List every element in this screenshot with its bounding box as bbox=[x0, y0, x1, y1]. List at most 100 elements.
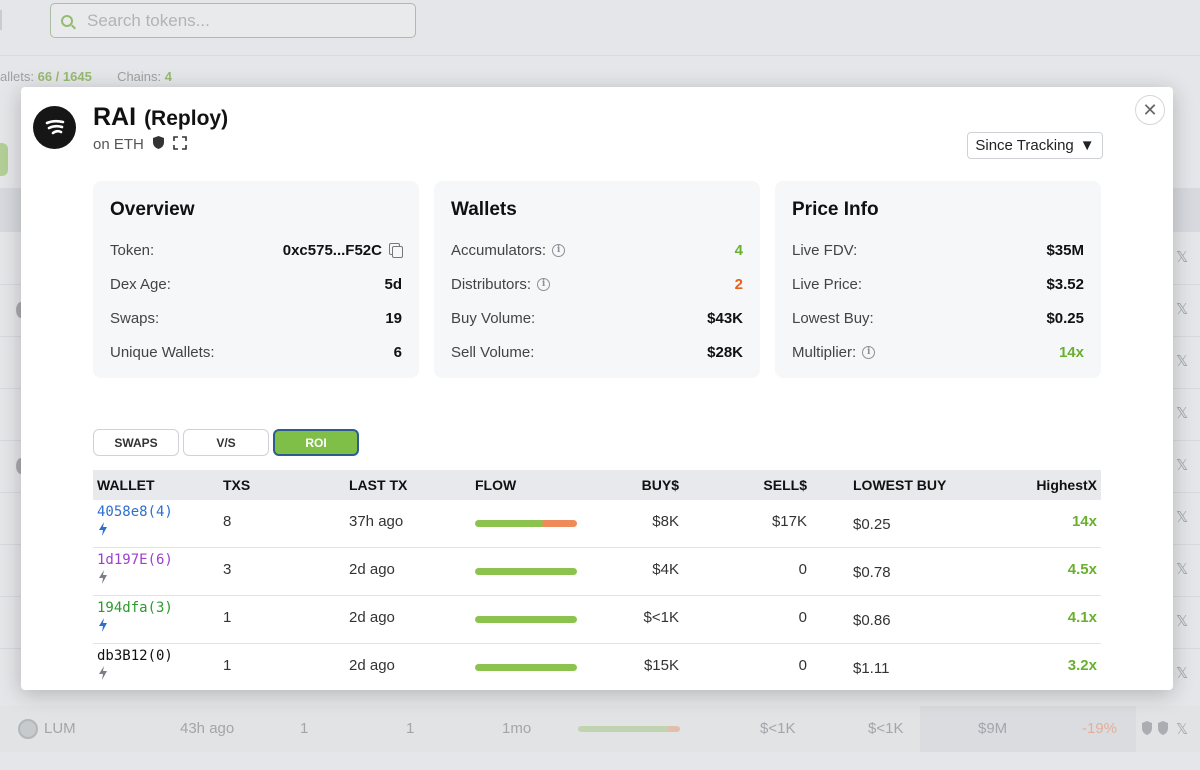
fdv-cell: $9M bbox=[978, 720, 1008, 737]
chains-stat-value: 4 bbox=[164, 69, 172, 84]
value: 14x bbox=[1058, 343, 1084, 361]
table-row[interactable]: 4058e8(4) 8 37h ago $8K $17K $0.25 14x bbox=[93, 500, 1101, 548]
card-title: Overview bbox=[110, 199, 195, 220]
top-bar bbox=[0, 0, 1200, 56]
info-icon[interactable]: i bbox=[552, 243, 566, 257]
label: Buy Volume: bbox=[451, 309, 536, 327]
token-address[interactable]: 0xc575...F52C bbox=[282, 241, 382, 259]
wallets-card: Wallets Accumulators: i 4 Distributors: i … bbox=[434, 181, 760, 378]
search-box[interactable] bbox=[50, 3, 416, 38]
sell-cell: 0 bbox=[798, 657, 807, 674]
x-icon[interactable]: 𝕏 bbox=[1176, 353, 1189, 370]
last-tx-cell: 2d ago bbox=[349, 561, 395, 578]
sell-cell: 0 bbox=[798, 609, 807, 626]
wallet-address[interactable]: db3B12(0) bbox=[97, 648, 173, 664]
filter-button[interactable] bbox=[0, 143, 8, 176]
table-row[interactable]: 194dfa(3) 1 2d ago $<1K 0 $0.86 4.1x bbox=[93, 596, 1101, 644]
flow-bar bbox=[578, 726, 680, 732]
tab-swaps[interactable]: SWAPS bbox=[93, 429, 179, 456]
table-row[interactable]: db3B12(0) 1 2d ago $15K 0 $1.11 3.2x bbox=[93, 644, 1101, 690]
highest-x-cell: 14x bbox=[1071, 513, 1097, 530]
x-icon[interactable]: 𝕏 bbox=[1176, 249, 1189, 266]
buy-cell: $15K bbox=[643, 657, 679, 674]
chevron-down-icon: ▼ bbox=[1079, 137, 1095, 154]
tab-roi[interactable]: ROI bbox=[273, 429, 359, 456]
sell-volume-row: Sell Volume: $28K bbox=[451, 335, 743, 369]
count-cell: 1 bbox=[300, 720, 309, 737]
close-icon: ✕ bbox=[1142, 99, 1158, 120]
col-highest-x[interactable]: HighestX bbox=[1036, 477, 1097, 493]
lightning-icon bbox=[98, 522, 173, 540]
x-icon[interactable]: 𝕏 bbox=[1176, 509, 1189, 526]
shield-icon[interactable] bbox=[152, 135, 165, 154]
sell-cell: $<1K bbox=[868, 720, 904, 737]
overview-dex-age-row: Dex Age: 5d bbox=[110, 267, 402, 301]
lightning-icon bbox=[98, 570, 173, 588]
x-icon[interactable]: 𝕏 bbox=[1176, 721, 1189, 738]
col-lowest-buy[interactable]: LOWEST BUY bbox=[853, 477, 947, 493]
label: Multiplier: bbox=[792, 343, 857, 361]
token-logo bbox=[18, 719, 38, 739]
token-detail-modal: RAI (Reploy) on ETH ✕ Since Tracking ▼ Ov… bbox=[21, 87, 1173, 690]
copy-icon[interactable] bbox=[389, 243, 403, 258]
wallet-address[interactable]: 1d197E(6) bbox=[97, 552, 173, 568]
expand-icon[interactable] bbox=[173, 135, 187, 154]
highest-x-cell: 4.1x bbox=[1067, 609, 1097, 626]
roi-table: WALLET TXS LAST TX FLOW BUY$ SELL$ LOWES… bbox=[93, 470, 1101, 690]
table-row[interactable]: 1d197E(6) 3 2d ago $4K 0 $0.78 4.5x bbox=[93, 548, 1101, 596]
value: 19 bbox=[385, 309, 402, 327]
flow-bar bbox=[475, 568, 577, 575]
col-wallet[interactable]: WALLET bbox=[97, 477, 155, 493]
stats-bar: allets: 66 / 1645 Chains: 4 bbox=[0, 69, 172, 84]
wallet-cell: 194dfa(3) bbox=[97, 600, 173, 636]
wallet-address[interactable]: 194dfa(3) bbox=[97, 600, 173, 616]
wallet-cell: 4058e8(4) bbox=[97, 504, 173, 540]
info-icon[interactable]: i bbox=[862, 345, 876, 359]
shield-icon[interactable] bbox=[1140, 719, 1170, 741]
close-button[interactable]: ✕ bbox=[1135, 95, 1165, 125]
label: Live FDV: bbox=[792, 241, 858, 259]
buy-cell: $8K bbox=[652, 513, 679, 530]
card-title: Price Info bbox=[792, 199, 879, 220]
col-txs[interactable]: TXS bbox=[223, 477, 251, 493]
distributors-row: Distributors: i 2 bbox=[451, 267, 743, 301]
col-last-tx[interactable]: LAST TX bbox=[349, 477, 408, 493]
last-tx: 43h ago bbox=[180, 720, 235, 737]
last-tx-cell: 2d ago bbox=[349, 657, 395, 674]
col-sell[interactable]: SELL$ bbox=[763, 477, 807, 493]
x-icon[interactable]: 𝕏 bbox=[1176, 665, 1189, 682]
search-input[interactable] bbox=[87, 10, 387, 31]
table-row[interactable]: LUM 43h ago 1 1 1mo $<1K $<1K $9M -19% 𝕏 bbox=[0, 706, 1200, 752]
value: $3.52 bbox=[1046, 275, 1084, 293]
price-info-card: Price Info Live FDV: $35M Live Price: $3… bbox=[775, 181, 1101, 378]
label: Live Price: bbox=[792, 275, 863, 293]
x-icon[interactable]: 𝕏 bbox=[1176, 457, 1189, 474]
label: Lowest Buy: bbox=[792, 309, 874, 327]
buy-cell: $4K bbox=[652, 561, 679, 578]
tab-vs[interactable]: V/S bbox=[183, 429, 269, 456]
wallet-address[interactable]: 4058e8(4) bbox=[97, 504, 173, 520]
token-name[interactable]: LUM bbox=[44, 720, 76, 737]
buy-cell: $<1K bbox=[643, 609, 679, 626]
x-icon[interactable]: 𝕏 bbox=[1176, 613, 1189, 630]
lowest-buy-cell: $0.78 bbox=[853, 564, 891, 581]
live-price-row: Live Price: $3.52 bbox=[792, 267, 1084, 301]
x-icon[interactable]: 𝕏 bbox=[1176, 405, 1189, 422]
token-title: RAI (Reploy) bbox=[93, 103, 228, 132]
overview-token-row: Token: 0xc575...F52C bbox=[110, 233, 403, 267]
info-icon[interactable]: i bbox=[537, 277, 551, 291]
flow-bar bbox=[475, 520, 577, 527]
label: Accumulators: bbox=[451, 241, 547, 259]
col-flow[interactable]: FLOW bbox=[475, 477, 517, 493]
col-buy[interactable]: BUY$ bbox=[641, 477, 679, 493]
sell-cell: 0 bbox=[798, 561, 807, 578]
wallet-cell: db3B12(0) bbox=[97, 648, 173, 684]
x-icon[interactable]: 𝕏 bbox=[1176, 301, 1189, 318]
token-symbol: RAI bbox=[93, 103, 137, 131]
overview-card: Overview Token: 0xc575...F52C Dex Age: 5… bbox=[93, 181, 419, 378]
time-range-select[interactable]: Since Tracking ▼ bbox=[967, 132, 1103, 159]
chains-stat-label: Chains: bbox=[117, 69, 162, 84]
x-icon[interactable]: 𝕏 bbox=[1176, 561, 1189, 578]
txs-cell: 1 bbox=[223, 609, 232, 626]
wallets-stat-label: allets: bbox=[0, 69, 34, 84]
